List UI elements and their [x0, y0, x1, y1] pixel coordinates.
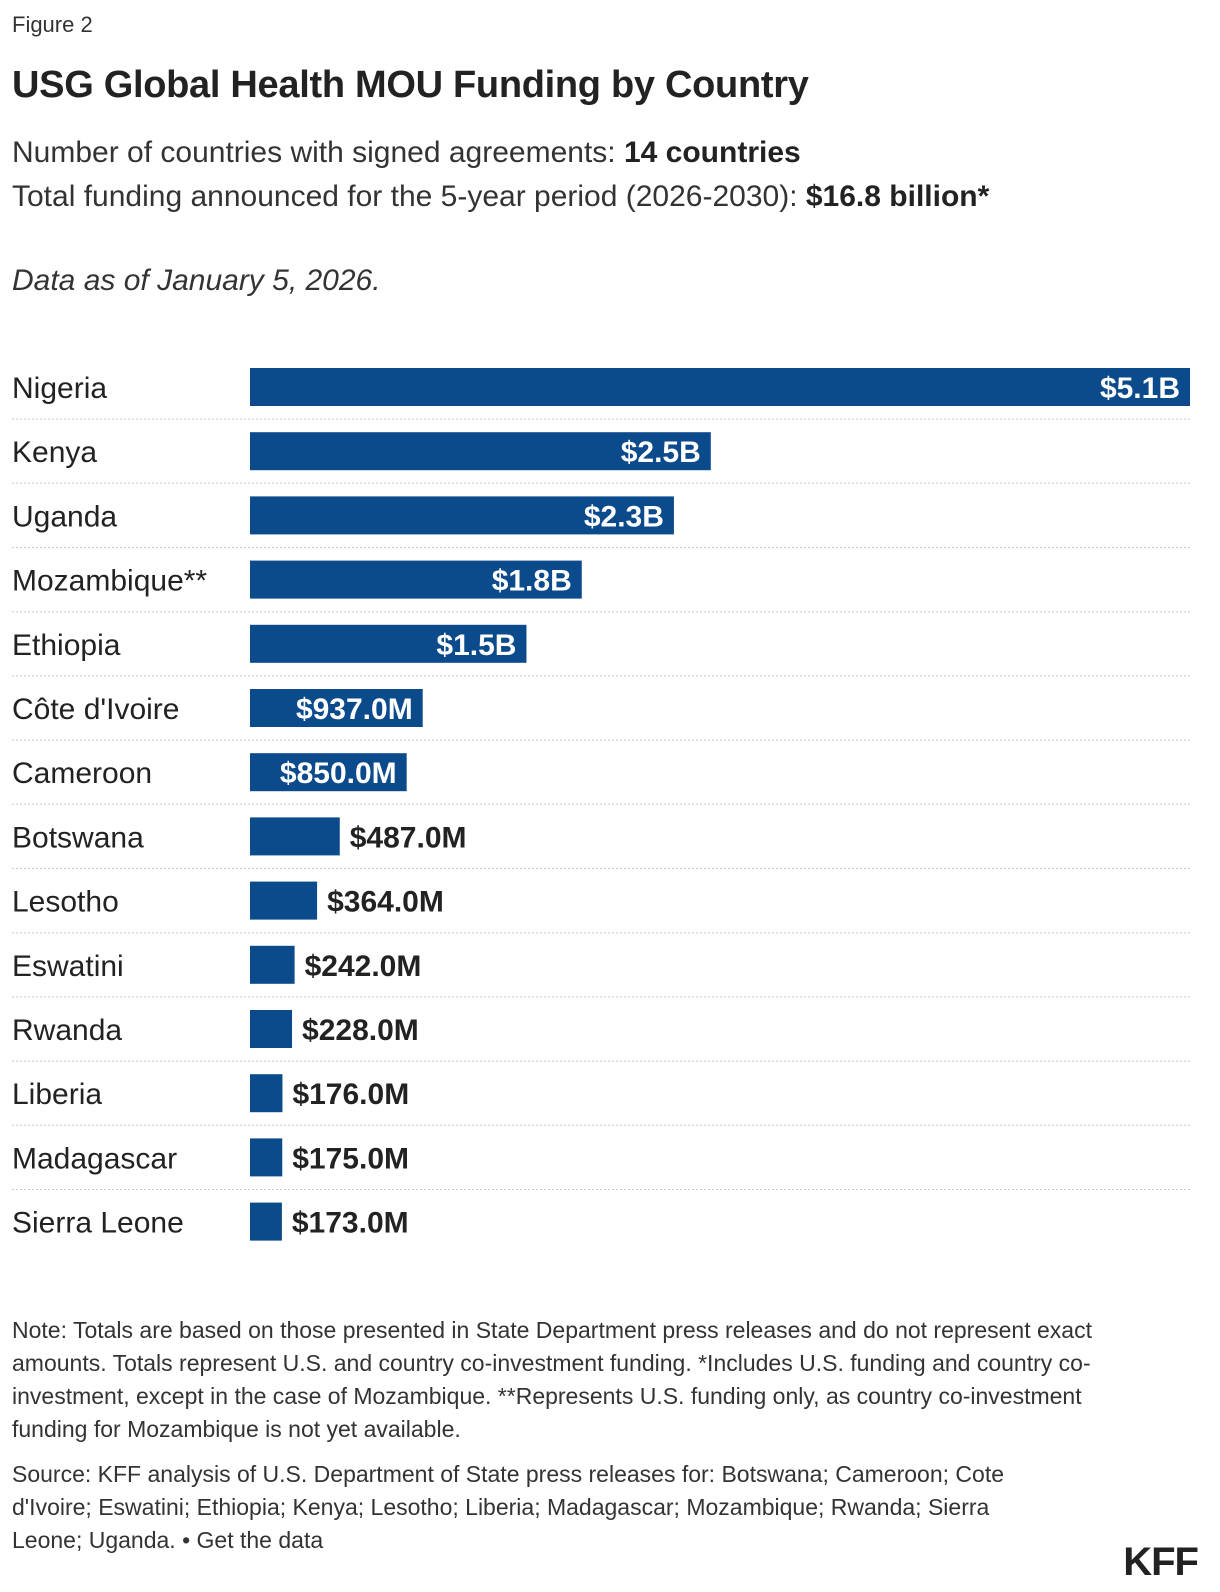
category-label: Madagascar	[12, 1142, 177, 1175]
data-label: $242.0M	[305, 950, 422, 983]
source-text: Source: KFF analysis of U.S. Department …	[12, 1461, 1004, 1553]
bar	[250, 624, 527, 663]
category-label: Lesotho	[12, 886, 119, 919]
data-label: $1.5B	[436, 629, 516, 662]
bar	[250, 881, 318, 920]
data-label: $175.0M	[292, 1142, 409, 1175]
chart-note: Note: Totals are based on those presente…	[12, 1317, 1092, 1442]
bar	[250, 817, 340, 856]
category-label: Mozambique**	[12, 565, 207, 598]
data-label: $5.1B	[1100, 372, 1180, 405]
category-label: Cameroon	[12, 757, 152, 790]
data-label: $487.0M	[350, 821, 467, 854]
bar	[250, 560, 582, 599]
bar	[250, 753, 407, 792]
chart-source: Source: KFF analysis of U.S. Department …	[12, 1458, 1052, 1557]
subtitle-total-funding: Total funding announced for the 5-year p…	[12, 180, 989, 214]
figure-label: Figure 2	[12, 12, 93, 37]
bar	[250, 1138, 283, 1177]
category-label: Ethiopia	[12, 629, 121, 662]
bar	[250, 496, 674, 535]
category-label: Eswatini	[12, 950, 124, 983]
kff-logo: KFF	[1123, 1540, 1199, 1584]
data-label: $2.3B	[584, 500, 664, 533]
subtitle-total-funding-value: $16.8 billion*	[805, 180, 990, 213]
chart-title: USG Global Health MOU Funding by Country	[12, 64, 809, 106]
bar	[250, 1202, 282, 1241]
bar	[250, 432, 711, 471]
data-label: $176.0M	[292, 1078, 409, 1111]
bar-chart: Nigeria $5.1B Kenya $2.5B Uganda $2.3B Mozambi…	[12, 368, 1190, 1241]
bar	[250, 945, 295, 984]
category-label: Uganda	[12, 500, 117, 533]
category-label: Sierra Leone	[12, 1207, 184, 1240]
data-label: $173.0M	[292, 1207, 409, 1240]
bar	[250, 368, 1190, 406]
subtitle-total-funding-label: Total funding announced for the 5-year p…	[12, 180, 806, 213]
data-label: $2.5B	[621, 436, 701, 469]
get-the-data-link[interactable]: Get the data	[196, 1527, 324, 1553]
subtitle-country-count-label: Number of countries with signed agreemen…	[12, 136, 624, 169]
category-label: Liberia	[12, 1078, 102, 1111]
category-label: Botswana	[12, 821, 144, 854]
bar	[250, 689, 423, 727]
category-label: Côte d'Ivoire	[12, 693, 179, 726]
data-label: $1.8B	[492, 565, 572, 598]
data-label: $364.0M	[327, 886, 444, 919]
category-label: Nigeria	[12, 372, 107, 405]
data-label: $937.0M	[296, 693, 413, 726]
bar	[250, 1074, 283, 1113]
data-label: $850.0M	[280, 757, 397, 790]
bar	[250, 1010, 293, 1048]
category-label: Rwanda	[12, 1014, 122, 1047]
subtitle-country-count-value: 14 countries	[623, 136, 801, 169]
category-label: Kenya	[12, 436, 97, 469]
data-as-of: Data as of January 5, 2026.	[12, 264, 381, 297]
data-label: $228.0M	[302, 1014, 419, 1047]
subtitle-country-count: Number of countries with signed agreemen…	[12, 136, 801, 170]
